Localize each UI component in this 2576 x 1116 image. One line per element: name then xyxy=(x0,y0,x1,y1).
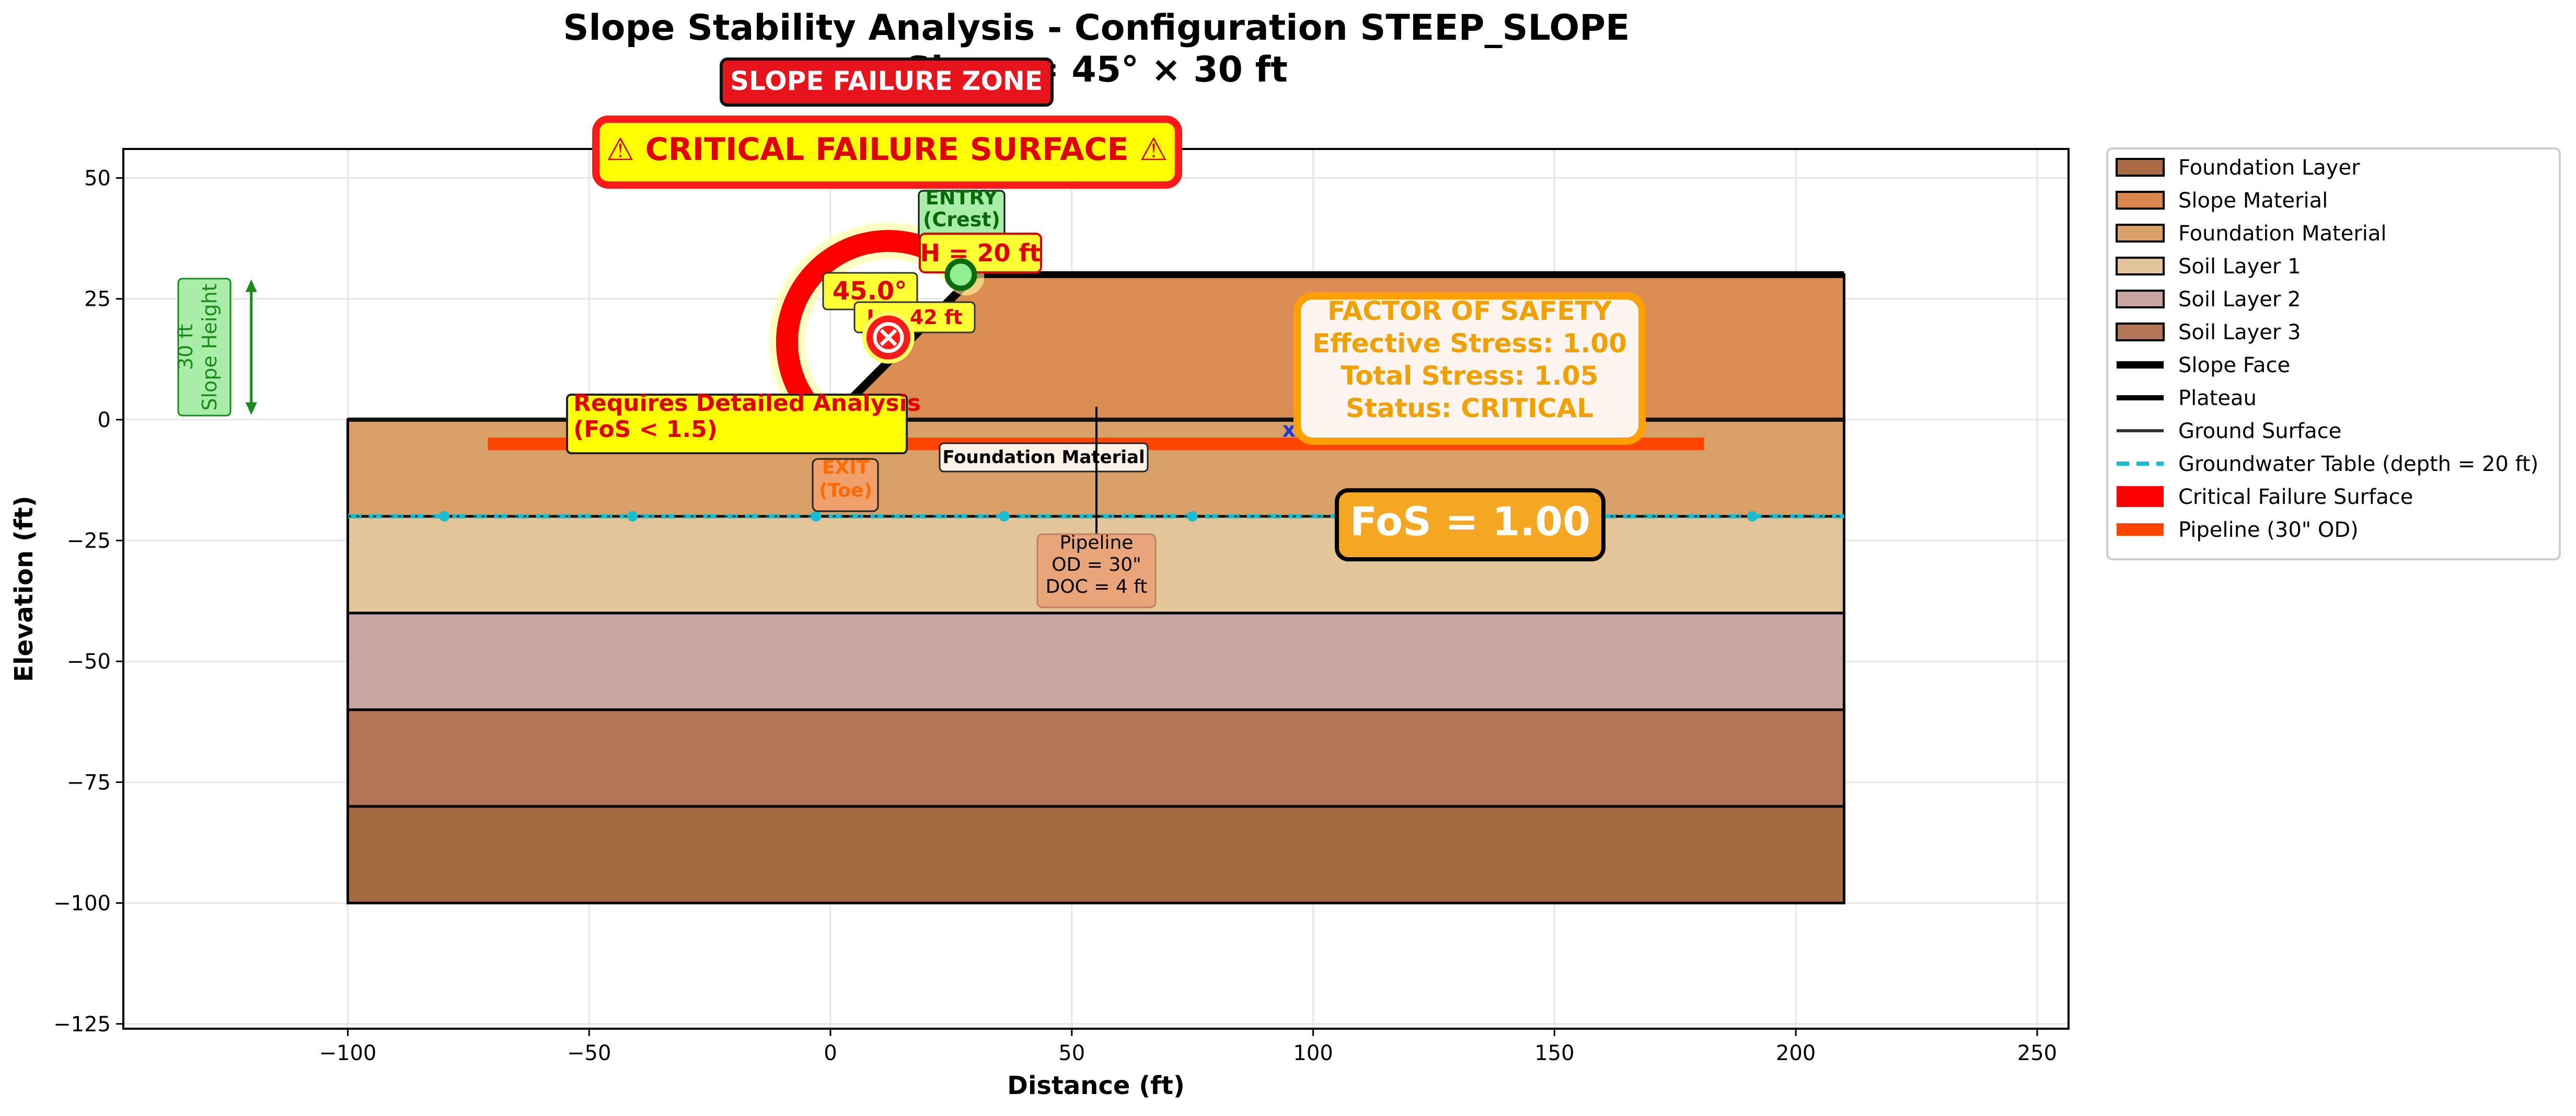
slope-failure-zone-box xyxy=(720,57,1054,107)
exit-label: EXIT (Toe) xyxy=(819,457,872,501)
legend-swatch xyxy=(2116,257,2165,275)
angle-label: 45.0° xyxy=(833,277,907,306)
y-tick-label: −75 xyxy=(67,770,111,795)
legend-item: Foundation Material xyxy=(2116,222,2387,246)
layer-soil-layer-2 xyxy=(346,612,1846,711)
fos-badge-label: FoS = 1.00 xyxy=(1350,498,1590,545)
legend-item: Soil Layer 3 xyxy=(2116,320,2301,344)
legend-label: Pipeline (30" OD) xyxy=(2178,518,2359,542)
legend-label: Ground Surface xyxy=(2178,419,2341,443)
slope-height-box xyxy=(177,278,232,417)
pipeline-label: Pipeline OD = 30" DOC = 4 ft xyxy=(1046,532,1148,597)
legend-item: Critical Failure Surface xyxy=(2117,485,2413,509)
y-tick-label: −100 xyxy=(53,892,111,916)
entry-point-marker xyxy=(944,258,977,291)
legend-label: Soil Layer 1 xyxy=(2178,255,2301,279)
groundwater-marker xyxy=(1747,511,1758,522)
legend-label: Critical Failure Surface xyxy=(2178,485,2413,509)
legend-box xyxy=(2106,147,2561,560)
legend-swatch xyxy=(2116,323,2165,341)
legend-label: Foundation Material xyxy=(2178,222,2387,246)
legend-label: Foundation Layer xyxy=(2178,156,2360,180)
exit-label-box xyxy=(812,458,879,512)
groundwater-marker xyxy=(627,511,638,522)
y-tick-label: 0 xyxy=(98,408,111,432)
groundwater-marker xyxy=(1187,511,1198,522)
y-tick-label: 50 xyxy=(84,166,111,190)
foundation-material-label: Foundation Material xyxy=(942,447,1145,468)
y-tick-label: 25 xyxy=(84,287,111,312)
critical-failure-surface-box xyxy=(592,116,1182,189)
legend-item: Pipeline (30" OD) xyxy=(2117,518,2359,542)
layer-foundation-layer xyxy=(346,708,1846,808)
legend-item: Soil Layer 1 xyxy=(2116,255,2301,279)
slope-failure-zone-label: SLOPE FAILURE ZONE xyxy=(730,66,1043,96)
legend-label: Groundwater Table (depth = 20 ft) xyxy=(2178,452,2538,476)
legend-label: Soil Layer 2 xyxy=(2178,287,2301,312)
x-tick-label: 50 xyxy=(1058,1041,1085,1065)
requires-analysis-label: Requires Detailed Analysis (FoS < 1.5) xyxy=(573,390,921,443)
legend-swatch xyxy=(2116,224,2165,243)
critical-failure-surface-label: ⚠ CRITICAL FAILURE SURFACE ⚠ xyxy=(606,131,1168,168)
groundwater-marker xyxy=(439,511,450,522)
layer-soil-layer-3 xyxy=(346,805,1846,905)
x-tick-label: 250 xyxy=(2017,1041,2057,1065)
legend-label: Slope Material xyxy=(2178,189,2328,213)
y-axis-label: Elevation (ft) xyxy=(9,496,39,682)
failure-x-stroke-2 xyxy=(880,329,897,347)
legend-item: Soil Layer 2 xyxy=(2116,287,2301,312)
slope-height-arrow-down xyxy=(245,402,257,415)
factor-of-safety-box xyxy=(1293,292,1646,445)
slope-height-arrow-up xyxy=(245,279,257,292)
legend-swatch xyxy=(2116,158,2165,177)
groundwater-marker xyxy=(999,511,1010,522)
height-label: H = 20 ft xyxy=(920,239,1041,267)
legend-label: Soil Layer 3 xyxy=(2178,320,2301,344)
legend-item: Plateau xyxy=(2117,386,2257,410)
requires-analysis-box xyxy=(566,394,908,454)
legend-item: Slope Face xyxy=(2117,353,2290,377)
slope-height-label: 30 ftSlope Height xyxy=(174,283,221,410)
legend-swatch xyxy=(2116,191,2165,210)
legend-label: Slope Face xyxy=(2178,353,2290,377)
legend-item: Foundation Layer xyxy=(2116,156,2360,180)
legend-item: Groundwater Table (depth = 20 ft) xyxy=(2117,452,2538,476)
entry-label: ENTRY (Crest) xyxy=(923,186,1000,231)
factor-of-safety-label: FACTOR OF SAFETY Effective Stress: 1.00 To… xyxy=(1312,296,1627,423)
groundwater-marker xyxy=(811,511,822,522)
y-tick-label: −125 xyxy=(53,1013,111,1037)
legend-item: Slope Material xyxy=(2116,189,2328,213)
chart-title: Slope Stability Analysis - Configuration… xyxy=(563,7,1630,49)
x-tick-label: −50 xyxy=(567,1041,611,1065)
legend-label: Plateau xyxy=(2178,386,2257,410)
fos-badge-box xyxy=(1335,488,1605,561)
x-tick-label: 0 xyxy=(824,1041,837,1065)
legend-swatch xyxy=(2116,290,2165,308)
x-tick-label: 200 xyxy=(1776,1041,1816,1065)
x-tick-label: −100 xyxy=(319,1041,377,1065)
y-tick-label: −50 xyxy=(67,650,111,674)
x-tick-label: 150 xyxy=(1534,1041,1574,1065)
x-tick-label: 100 xyxy=(1293,1041,1333,1065)
pipeline-label-box xyxy=(1036,533,1157,608)
legend-item: Ground Surface xyxy=(2117,419,2341,443)
x-axis-label: Distance (ft) xyxy=(1007,1071,1185,1100)
failure-x-ring xyxy=(873,322,904,353)
y-tick-label: −25 xyxy=(67,529,111,553)
